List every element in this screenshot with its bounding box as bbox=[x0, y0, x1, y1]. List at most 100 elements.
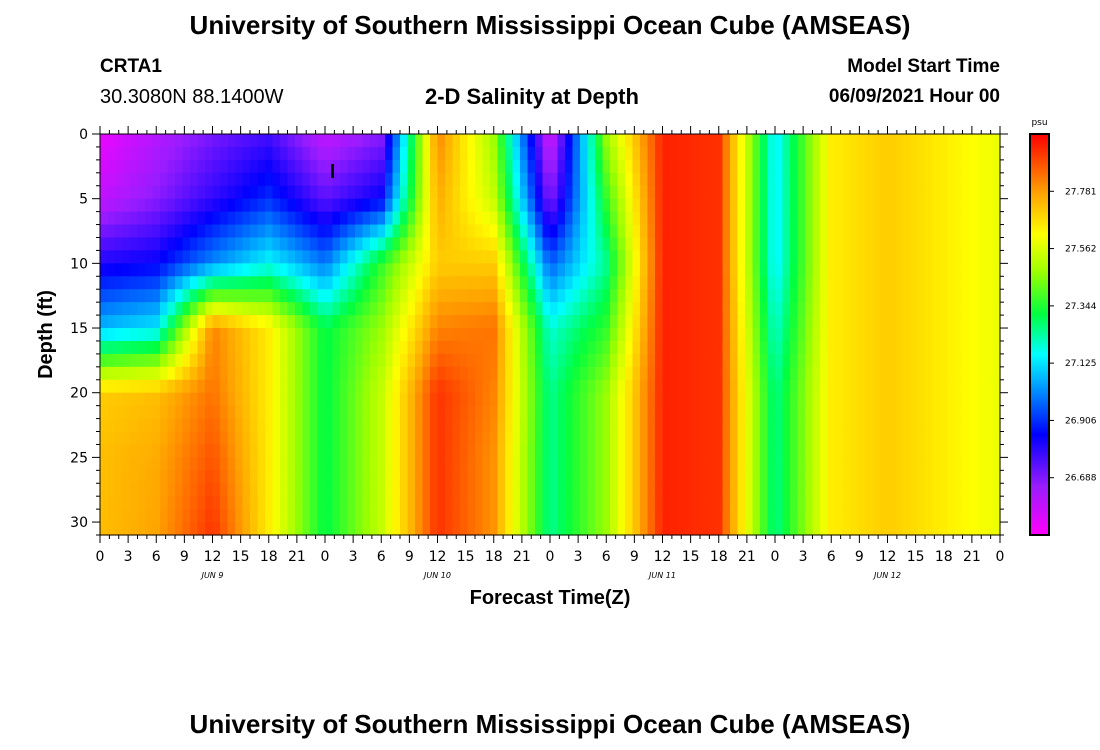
heatmap-cell bbox=[100, 250, 109, 264]
heatmap-cell bbox=[122, 457, 131, 471]
heatmap-cell bbox=[122, 405, 131, 420]
heatmap-cell bbox=[700, 392, 709, 407]
heatmap-cell bbox=[512, 444, 521, 458]
heatmap-cell bbox=[287, 405, 296, 420]
heatmap-cell bbox=[122, 353, 131, 368]
heatmap-cell bbox=[527, 276, 536, 290]
heatmap-cell bbox=[325, 198, 334, 213]
heatmap-cell bbox=[872, 250, 881, 264]
heatmap-cell bbox=[895, 237, 904, 252]
heatmap-cell bbox=[197, 146, 206, 161]
heatmap-cell bbox=[797, 237, 806, 252]
heatmap-cell bbox=[542, 405, 551, 420]
heatmap-cell bbox=[865, 496, 874, 510]
heatmap-cell bbox=[632, 392, 641, 407]
heatmap-cell bbox=[115, 457, 124, 471]
heatmap-cell bbox=[205, 470, 214, 484]
heatmap-cell bbox=[632, 483, 641, 497]
heatmap-cell bbox=[940, 185, 949, 200]
heatmap-cell bbox=[850, 250, 859, 264]
heatmap-cell bbox=[475, 134, 484, 148]
heatmap-cell bbox=[497, 315, 506, 329]
heatmap-cell bbox=[287, 146, 296, 161]
heatmap-cell bbox=[910, 431, 919, 446]
heatmap-cell bbox=[175, 134, 184, 148]
heatmap-cell bbox=[827, 431, 836, 446]
heatmap-cell bbox=[715, 328, 724, 342]
heatmap-cell bbox=[782, 457, 791, 471]
heatmap-cell bbox=[730, 328, 739, 342]
heatmap-cell bbox=[707, 379, 716, 394]
heatmap-cell bbox=[220, 431, 229, 446]
heatmap-cell bbox=[722, 353, 731, 368]
heatmap-cell bbox=[235, 340, 244, 355]
heatmap-cell bbox=[467, 444, 476, 458]
heatmap-cell bbox=[295, 198, 304, 213]
heatmap-cell bbox=[857, 159, 866, 174]
heatmap-cell bbox=[587, 392, 596, 407]
heatmap-cell bbox=[632, 340, 641, 355]
heatmap-cell bbox=[767, 509, 776, 523]
heatmap-cell bbox=[737, 172, 746, 187]
heatmap-cell bbox=[955, 483, 964, 497]
heatmap-cell bbox=[970, 250, 979, 264]
heatmap-cell bbox=[250, 159, 259, 174]
heatmap-cell bbox=[490, 470, 499, 484]
heatmap-cell bbox=[692, 392, 701, 407]
heatmap-cell bbox=[857, 289, 866, 303]
heatmap-cell bbox=[917, 444, 926, 458]
heatmap-cell bbox=[347, 250, 356, 264]
heatmap-cell bbox=[587, 483, 596, 497]
heatmap-cell bbox=[520, 315, 529, 329]
heatmap-cell bbox=[782, 250, 791, 264]
heatmap-cell bbox=[640, 159, 649, 174]
heatmap-cell bbox=[280, 276, 289, 290]
heatmap-cell bbox=[445, 340, 454, 355]
heatmap-cell bbox=[572, 496, 581, 510]
heatmap-cell bbox=[617, 302, 626, 316]
heatmap-cell bbox=[190, 366, 199, 381]
heatmap-cell bbox=[370, 315, 379, 329]
heatmap-cell bbox=[520, 392, 529, 407]
heatmap-cell bbox=[332, 134, 341, 148]
heatmap-cell bbox=[362, 315, 371, 329]
heatmap-cell bbox=[925, 250, 934, 264]
heatmap-cell bbox=[700, 353, 709, 368]
heatmap-cell bbox=[175, 457, 184, 471]
heatmap-cell bbox=[722, 159, 731, 174]
heatmap-cell bbox=[880, 353, 889, 368]
heatmap-cell bbox=[257, 211, 266, 226]
heatmap-cell bbox=[280, 496, 289, 510]
heatmap-cell bbox=[617, 431, 626, 446]
heatmap-cell bbox=[422, 302, 431, 316]
heatmap-cell bbox=[400, 185, 409, 200]
heatmap-cell bbox=[722, 483, 731, 497]
heatmap-cell bbox=[707, 315, 716, 329]
heatmap-cell bbox=[955, 496, 964, 510]
heatmap-cell bbox=[902, 289, 911, 303]
heatmap-cell bbox=[835, 185, 844, 200]
heatmap-cell bbox=[130, 483, 139, 497]
heatmap-cell bbox=[220, 366, 229, 381]
heatmap-cell bbox=[430, 302, 439, 316]
heatmap-cell bbox=[602, 276, 611, 290]
heatmap-cell bbox=[167, 172, 176, 187]
heatmap-cell bbox=[947, 405, 956, 420]
heatmap-cell bbox=[752, 522, 761, 536]
heatmap-cell bbox=[745, 353, 754, 368]
heatmap-cell bbox=[385, 496, 394, 510]
heatmap-cell bbox=[205, 289, 214, 303]
heatmap-cell bbox=[880, 224, 889, 239]
heatmap-cell bbox=[632, 263, 641, 277]
heatmap-cell bbox=[272, 444, 281, 458]
heatmap-cell bbox=[887, 159, 896, 174]
heatmap-cell bbox=[445, 470, 454, 484]
heatmap-cell bbox=[887, 302, 896, 316]
heatmap-cell bbox=[685, 185, 694, 200]
heatmap-cell bbox=[737, 276, 746, 290]
heatmap-cell bbox=[512, 522, 521, 536]
heatmap-cell bbox=[370, 276, 379, 290]
heatmap-cell bbox=[992, 431, 1001, 446]
heatmap-cell bbox=[820, 263, 829, 277]
heatmap-cell bbox=[250, 289, 259, 303]
